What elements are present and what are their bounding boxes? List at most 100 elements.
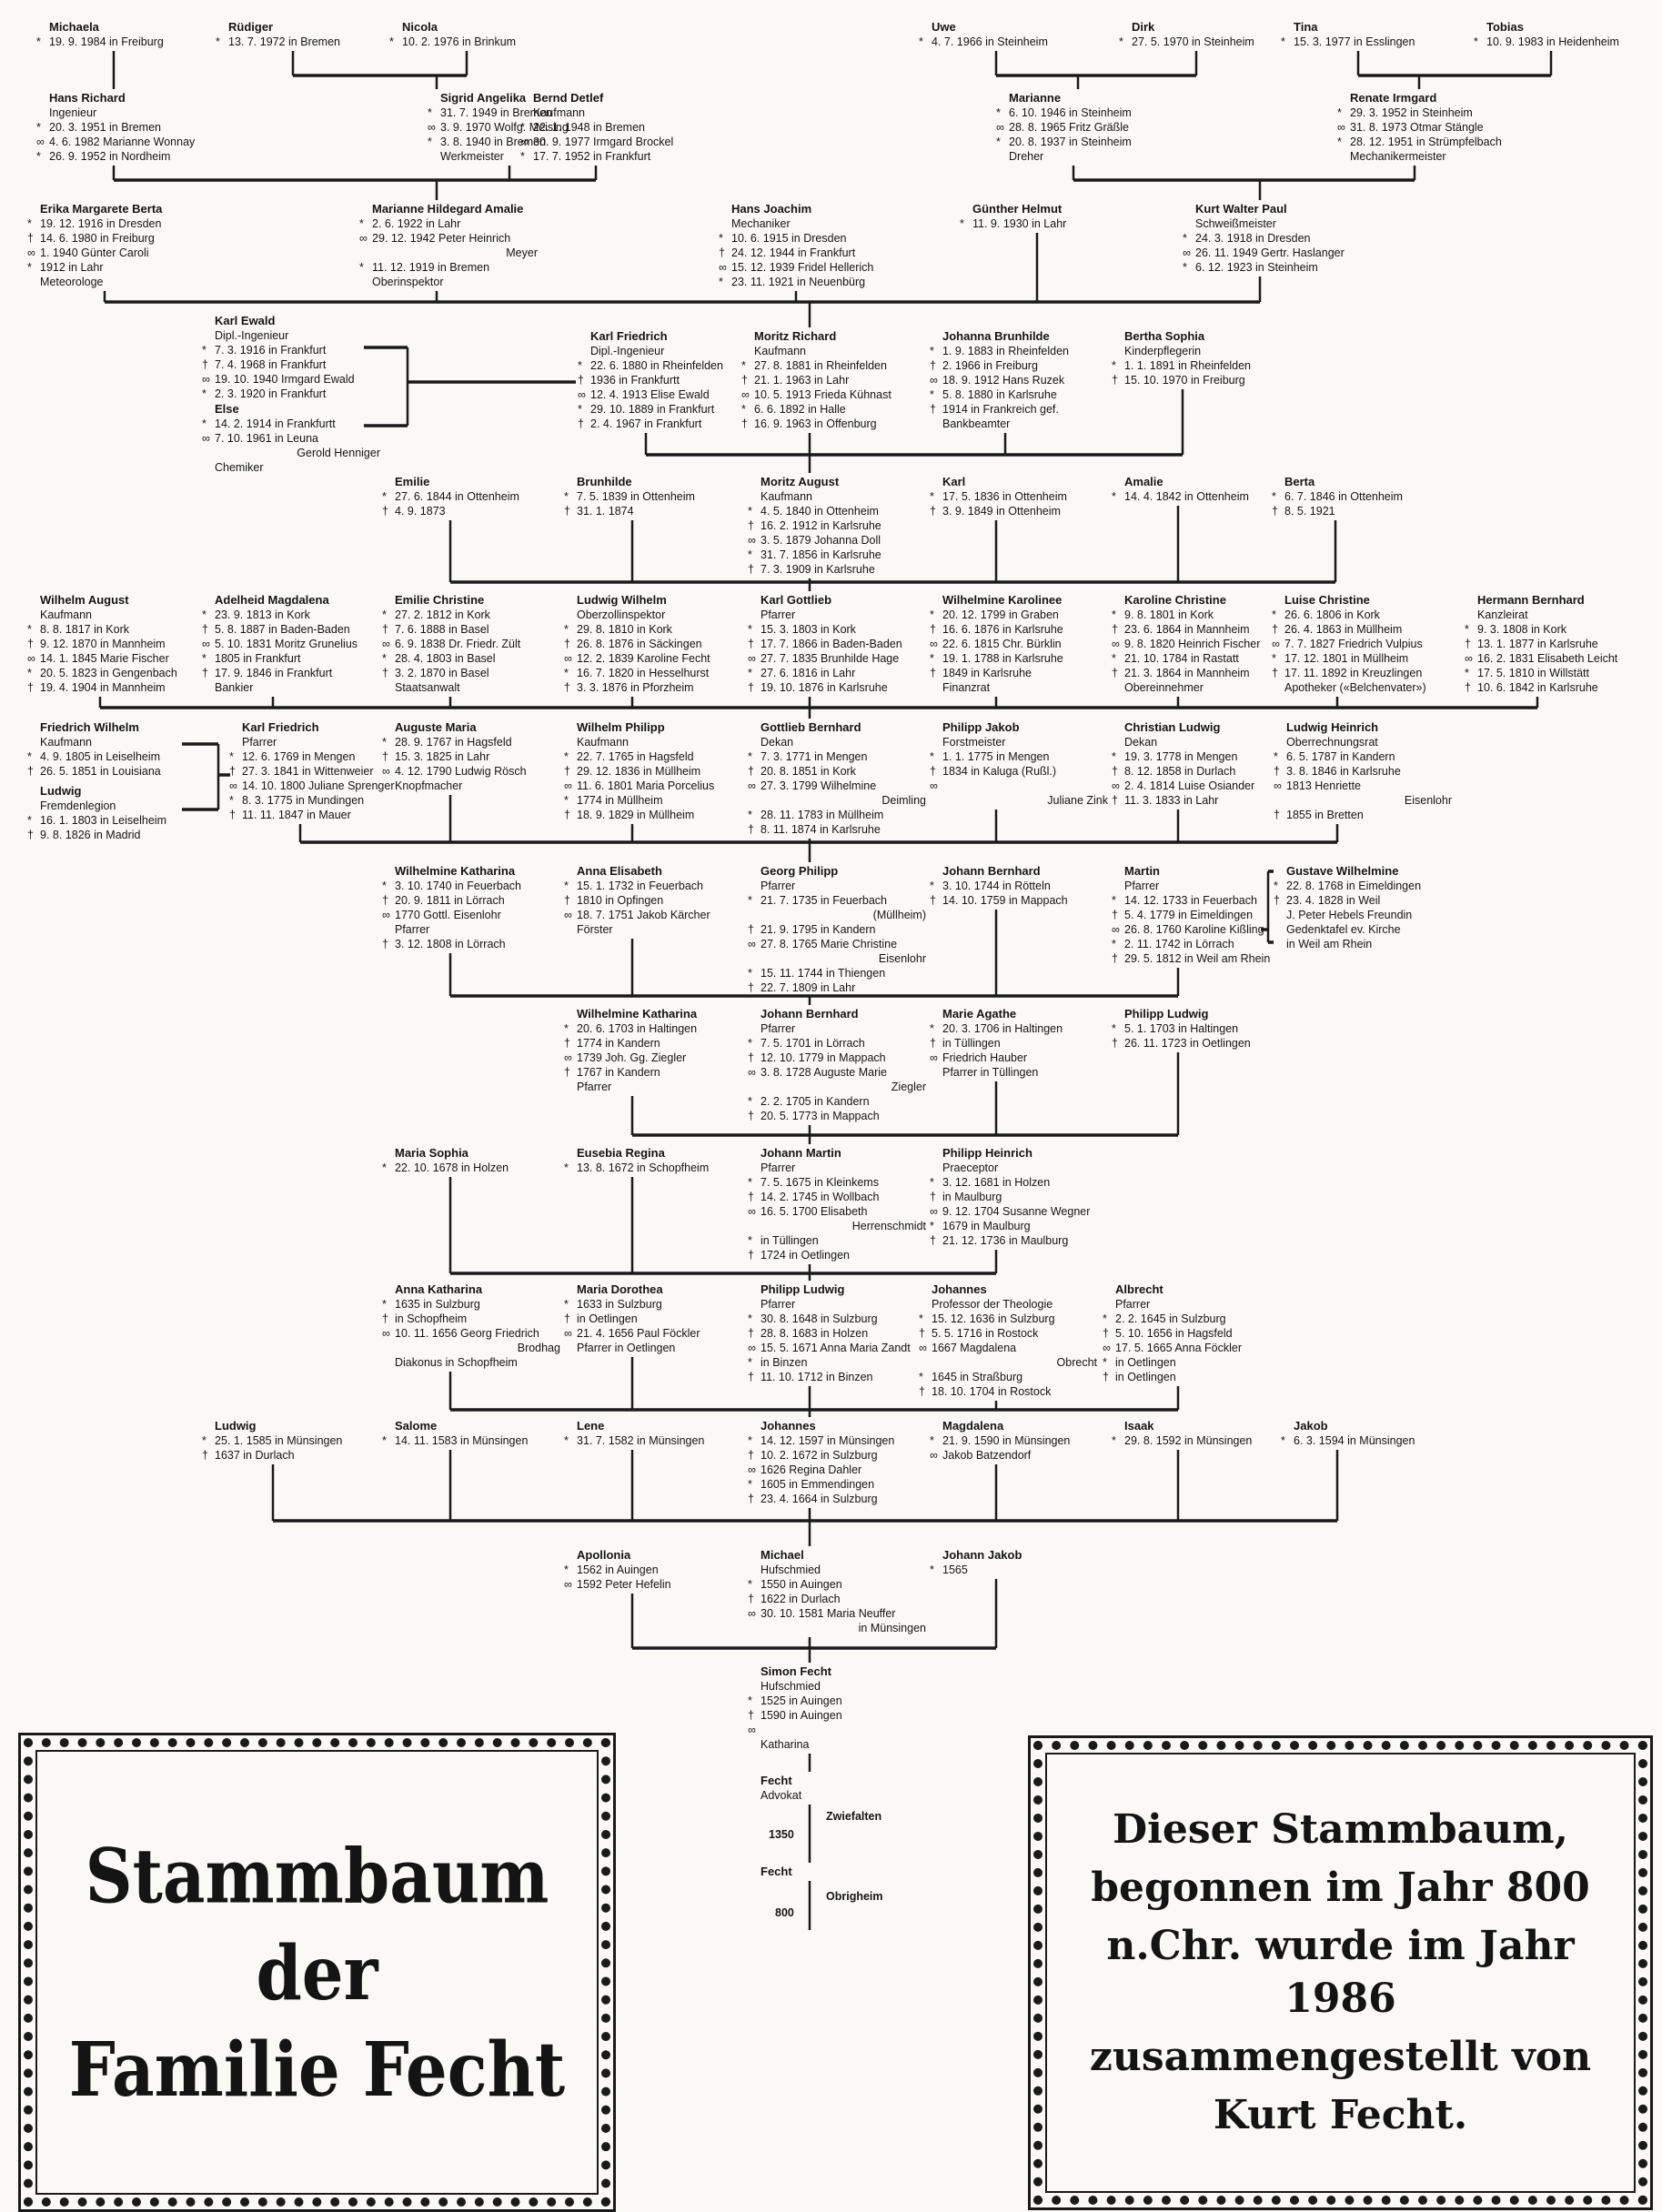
person-detail-line: Bankbeamter	[930, 417, 1108, 431]
person-detail-line: † 1849 in Karlsruhe	[930, 666, 1108, 680]
person-detail-line: * 1805 in Frankfurt	[202, 651, 380, 666]
event-symbol: *	[748, 1176, 752, 1189]
event-text: 2. 11. 1742 in Lörrach	[1124, 938, 1234, 950]
person-marianne: Marianne * 6. 10. 1946 in Steinheim ∞ 28. 8.…	[996, 91, 1174, 164]
person-tina: Tina * 15. 3. 1977 in Esslingen	[1281, 20, 1459, 49]
event-text: Katharina	[760, 1738, 810, 1751]
person-detail-line: * 1. 9. 1883 in Rheinfelden	[930, 344, 1108, 358]
person-detail-line: * 9. 3. 1808 in Kork	[1465, 622, 1657, 637]
event-text: 4. 6. 1982 Marianne Wonnay	[49, 136, 196, 148]
event-symbol: ∞	[748, 652, 756, 665]
event-text: 1770 Gottl. Eisenlohr	[395, 909, 501, 921]
event-symbol	[359, 246, 372, 260]
event-symbol: ∞	[748, 779, 756, 792]
event-text: 15. 5. 1671 Anna Maria Zandt	[760, 1342, 911, 1354]
person-detail-line: † 17. 11. 1892 in Kreuzlingen	[1272, 666, 1450, 680]
person-hermann-bernhard: Hermann Bernhard Kanzleirat * 9. 3. 1808 in…	[1465, 593, 1657, 695]
event-symbol: †	[382, 505, 388, 518]
person-detail-line: ∞ 26. 11. 1949 Gertr. Haslanger	[1183, 246, 1361, 260]
event-symbol: †	[748, 823, 754, 836]
event-text: 9. 8. 1820 Heinrich Fischer	[1124, 638, 1261, 650]
event-text: 20. 9. 1811 in Lörrach	[395, 894, 505, 907]
event-symbol: *	[382, 652, 387, 665]
person-detail-line: Kaufmann	[520, 106, 699, 120]
event-text: 17. 12. 1801 in Müllheim	[1284, 652, 1409, 665]
event-symbol: *	[389, 35, 394, 48]
person-name: Fecht	[760, 1774, 792, 1787]
event-symbol: †	[564, 681, 570, 694]
person-name: Fecht	[760, 1865, 792, 1878]
event-text: 11. 11. 1847 in Mauer	[242, 809, 351, 821]
person-wilhelm-philipp: Wilhelm Philipp Kaufmann * 22. 7. 1765 in H…	[564, 720, 742, 822]
person-detail-line: ∞ 10. 5. 1913 Frieda Kühnast	[741, 387, 920, 402]
event-text: 9. 3. 1808 in Kork	[1477, 623, 1566, 636]
event-text: 29. 12. 1942 Peter Heinrich	[372, 232, 511, 245]
event-text: 14. 12. 1733 in Feuerbach	[1124, 894, 1257, 907]
person-detail-line: Pfarrer	[748, 1021, 926, 1036]
event-text: 28. 8. 1683 in Holzen	[760, 1327, 869, 1340]
event-symbol: *	[564, 1434, 569, 1447]
person-detail-line: * 16. 1. 1803 in Leiselheim	[27, 813, 206, 828]
event-text: 23. 11. 1921 in Neuenbürg	[731, 276, 866, 288]
person-detail-line: ∞ 27. 3. 1799 Wilhelmine	[748, 779, 926, 793]
person-detail-line: * 20. 3. 1706 in Haltingen	[930, 1021, 1108, 1036]
event-text: 21. 10. 1784 in Rastatt	[1124, 652, 1239, 665]
person-name: Albrecht	[1115, 1282, 1163, 1296]
person-hans-richard: Hans Richard Ingenieur * 20. 3. 1951 in Bre…	[36, 91, 215, 164]
event-symbol	[930, 680, 942, 695]
event-text: 10. 5. 1913 Frieda Kühnast	[754, 388, 891, 401]
event-symbol: †	[27, 638, 34, 650]
event-symbol: *	[428, 106, 432, 119]
event-text: 3. 3. 1876 in Pforzheim	[577, 681, 694, 694]
person-detail-line: ∞ 1739 Joh. Gg. Ziegler	[564, 1051, 742, 1065]
event-symbol: †	[748, 1449, 754, 1462]
person-detail-line: Kaufmann	[564, 735, 742, 749]
person-detail-line: Apotheker («Belchenvater»)	[1272, 680, 1450, 695]
person-detail-line: ∞ 1813 Henriette	[1274, 779, 1452, 793]
person-detail-line: Oberrechnungsrat	[1274, 735, 1452, 749]
person-philipp-jakob: Philipp Jakob Forstmeister * 1. 1. 1775 in …	[930, 720, 1108, 808]
event-symbol	[748, 1219, 760, 1233]
event-symbol: *	[1112, 750, 1116, 763]
event-symbol: ∞	[202, 638, 210, 650]
person-detail-line: † 21. 9. 1795 in Kandern	[748, 922, 926, 937]
event-text: 20. 8. 1851 in Kork	[760, 765, 856, 778]
event-text: Pfarrer	[760, 1022, 796, 1035]
event-symbol: ∞	[748, 1463, 756, 1476]
event-symbol: *	[748, 1356, 752, 1369]
event-symbol: †	[564, 1312, 570, 1325]
event-text: Eisenlohr	[878, 952, 926, 965]
person-detail-line: ∞ 1667 Magdalena	[919, 1341, 1097, 1355]
event-symbol: *	[1274, 880, 1278, 892]
person-detail-line: † 28. 8. 1683 in Holzen	[748, 1326, 926, 1341]
event-text: 26. 9. 1952 in Nordheim	[49, 150, 171, 163]
event-symbol: ∞	[748, 1724, 756, 1736]
event-text: 12. 4. 1913 Elise Ewald	[590, 388, 710, 401]
person-name: Wilhelm August	[40, 593, 129, 607]
event-text: 7. 5. 1701 in Lörrach	[760, 1037, 865, 1050]
title-box-ornament: Stammbaum der Familie Fecht	[24, 1738, 610, 2207]
event-symbol	[930, 1161, 942, 1175]
person-detail-line: * 15. 1. 1732 in Feuerbach	[564, 879, 742, 893]
person-karl-friedrich-1769: Karl Friedrich Pfarrer * 12. 6. 1769 in Men…	[229, 720, 408, 822]
title-line: Stammbaum	[85, 1831, 549, 1920]
person-detail-line: † 20. 9. 1811 in Lörrach	[382, 893, 560, 908]
event-text: 1936 in Frankfurtt	[590, 374, 680, 387]
person-detail-line: Hufschmied	[748, 1679, 926, 1694]
person-detail-line: * 21. 9. 1590 in Münsingen	[930, 1433, 1108, 1448]
person-detail-line: * 3. 10. 1740 in Feuerbach	[382, 879, 560, 893]
event-symbol: †	[564, 1037, 570, 1050]
person-detail-line: * 6. 5. 1787 in Kandern	[1274, 749, 1452, 764]
person-detail-line: Pfarrer	[564, 1080, 742, 1094]
person-detail-line: * 7. 5. 1839 in Ottenheim	[564, 489, 742, 504]
person-detail-line: * 28. 4. 1803 in Basel	[382, 651, 560, 666]
event-text: 17. 5. 1836 in Ottenheim	[942, 490, 1067, 503]
person-detail-line: * 22. 8. 1768 in Eimeldingen	[1274, 879, 1469, 893]
person-detail-line: † 26. 8. 1876 in Säckingen	[564, 637, 742, 651]
person-detail-line: † 3. 2. 1870 in Basel	[382, 666, 560, 680]
person-detail-line: * 5. 1. 1703 in Haltingen	[1112, 1021, 1290, 1036]
person-erika-margarete-berta: Erika Margarete Berta * 19. 12. 1916 in Dr…	[27, 202, 206, 289]
person-name: Ludwig Wilhelm	[577, 593, 667, 607]
person-else: Else * 14. 2. 1914 in Frankfurtt ∞ 7. 10. 19…	[202, 402, 380, 475]
event-text: Bankbeamter	[942, 417, 1011, 430]
